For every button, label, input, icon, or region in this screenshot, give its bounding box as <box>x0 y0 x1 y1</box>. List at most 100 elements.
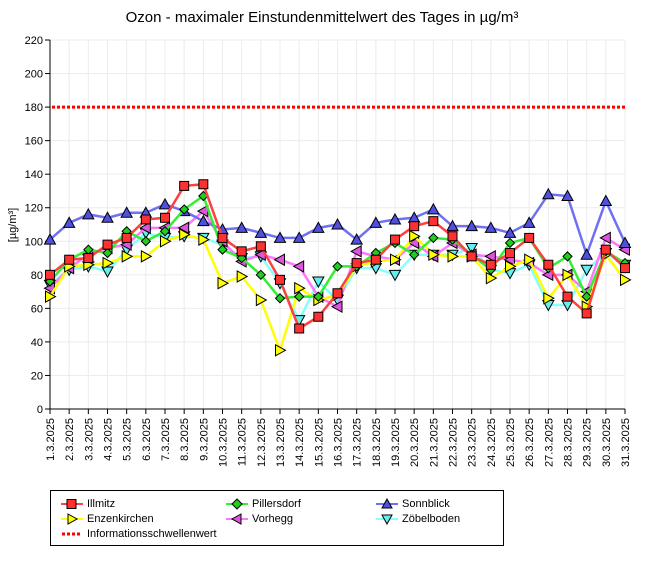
legend-marker-triangle-up-icon <box>376 498 398 509</box>
data-point-triangle-right <box>505 260 517 273</box>
x-tick-label: 29.3.2025 <box>582 418 594 467</box>
x-tick-label: 7.3.2025 <box>160 418 172 461</box>
data-point-triangle-up <box>599 194 613 207</box>
data-point-square <box>64 254 75 265</box>
legend-marker-square-icon <box>61 499 83 509</box>
data-point-triangle-up <box>235 221 249 233</box>
data-point-triangle-up <box>331 217 344 230</box>
data-point-triangle-right <box>121 250 134 263</box>
x-tick-label: 18.3.2025 <box>371 418 383 467</box>
data-point-triangle-left <box>330 300 343 314</box>
legend-label: Informationsschwellenwert <box>87 528 217 540</box>
series-group <box>43 179 632 357</box>
data-point-triangle-down <box>465 242 479 255</box>
data-point-square <box>179 180 190 191</box>
x-tick-label: 12.3.2025 <box>256 418 268 467</box>
data-point-triangle-right <box>428 248 440 262</box>
data-point-square <box>390 234 400 245</box>
data-point-triangle-up <box>369 216 383 228</box>
series-illmitz <box>45 179 630 334</box>
y-tick-label: 120 <box>25 203 43 215</box>
data-point-triangle-up <box>484 221 498 233</box>
data-point-triangle-right <box>390 253 402 267</box>
data-point-diamond <box>313 291 324 302</box>
data-point-triangle-right <box>485 271 498 285</box>
y-tick-label: 220 <box>25 35 43 47</box>
y-tick-label: 60 <box>31 303 43 315</box>
data-point-triangle-right <box>524 253 536 267</box>
x-tick-label: 10.3.2025 <box>218 418 230 467</box>
data-point-triangle-up <box>465 219 479 232</box>
data-point-triangle-up <box>503 226 517 238</box>
y-axis: 0 20 40 60 80 100 120 140 160 180 200 220 <box>25 35 51 416</box>
data-point-triangle-up <box>426 202 440 215</box>
data-point-triangle-up <box>618 236 632 248</box>
data-point-square <box>198 179 209 190</box>
data-point-triangle-right <box>620 273 632 287</box>
data-point-triangle-up <box>43 233 57 245</box>
data-point-triangle-left <box>484 250 496 263</box>
x-tick-label: 1.3.2025 <box>45 418 57 461</box>
legend-item-threshold: Informationsschwellenwert <box>61 527 217 541</box>
data-point-triangle-right <box>409 229 421 243</box>
data-point-triangle-up <box>120 206 134 218</box>
x-tick-label: 24.3.2025 <box>486 418 498 467</box>
x-tick-label: 15.3.2025 <box>313 418 325 467</box>
x-tick-label: 30.3.2025 <box>601 418 613 467</box>
legend: Illmitz Pillersdorf Sonnblick Enzenkirch… <box>50 490 504 546</box>
data-point-triangle-right <box>543 291 555 305</box>
data-point-square <box>600 244 611 255</box>
series-sonnblick <box>43 187 632 260</box>
data-point-diamond <box>102 247 113 259</box>
data-point-triangle-right <box>294 281 306 295</box>
data-point-triangle-up <box>81 207 95 220</box>
data-point-triangle-up <box>158 197 172 210</box>
data-point-triangle-down <box>388 269 402 282</box>
data-point-triangle-up <box>101 211 114 223</box>
data-point-triangle-right <box>236 270 249 283</box>
data-point-square <box>447 231 458 242</box>
data-point-triangle-left <box>273 253 285 267</box>
x-tick-label: 16.3.2025 <box>333 418 345 467</box>
data-point-square <box>351 258 362 269</box>
data-point-triangle-right <box>45 290 57 303</box>
data-point-diamond <box>504 237 516 249</box>
legend-marker-triangle-left-icon <box>226 513 248 525</box>
data-point-square <box>160 212 170 223</box>
legend-marker-triangle-right-icon <box>61 513 83 525</box>
y-tick-label: 180 <box>25 102 43 114</box>
legend-item-vorhegg: Vorhegg <box>226 512 293 526</box>
x-tick-label: 19.3.2025 <box>390 418 402 467</box>
data-point-triangle-left <box>139 221 151 235</box>
x-tick-label: 26.3.2025 <box>524 418 536 467</box>
data-point-triangle-up <box>580 248 594 260</box>
data-point-square <box>275 274 285 285</box>
data-point-triangle-up <box>62 216 76 228</box>
data-point-diamond <box>332 261 343 272</box>
data-point-square <box>485 259 496 270</box>
data-point-square <box>121 232 132 243</box>
data-point-square <box>313 311 324 322</box>
data-point-triangle-down <box>311 276 325 289</box>
legend-label: Sonnblick <box>402 498 450 510</box>
data-point-square <box>428 216 439 227</box>
data-point-triangle-right <box>217 276 230 290</box>
legend-label: Enzenkirchen <box>87 513 154 525</box>
y-tick-label: 200 <box>25 69 43 81</box>
data-point-triangle-up <box>446 219 459 232</box>
y-tick-label: 20 <box>31 370 43 382</box>
x-axis: 1.3.2025 2.3.2025 3.3.2025 4.3.2025 5.3.2025… <box>45 408 632 467</box>
data-point-triangle-up <box>273 231 287 243</box>
chart-title: Ozon - maximaler Einstundenmittelwert de… <box>126 9 519 26</box>
data-point-square <box>45 269 55 280</box>
x-tick-label: 5.3.2025 <box>122 418 134 461</box>
legend-label: Pillersdorf <box>252 498 301 510</box>
x-tick-label: 11.3.2025 <box>237 418 249 466</box>
data-point-square <box>236 246 247 257</box>
data-point-triangle-right <box>447 250 460 263</box>
data-point-triangle-right <box>140 250 153 263</box>
data-point-triangle-right <box>179 228 191 241</box>
data-point-triangle-up <box>541 187 555 200</box>
data-point-square <box>562 291 573 302</box>
data-point-square <box>140 214 151 225</box>
